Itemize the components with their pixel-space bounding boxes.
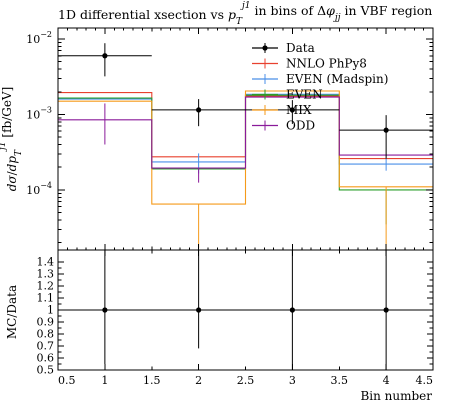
x-tick-label-6: 3.5: [331, 374, 349, 387]
ratio-ytick-labels: 0.50.60.70.80.911.11.21.31.4: [37, 256, 55, 377]
legend-label-0: Data: [286, 41, 315, 55]
ratio-panel: 0.50.60.70.80.911.11.21.31.4 0.5 1 1.5 2 2.5…: [37, 249, 434, 387]
main-y-label: dσ/dpTj1 [fb/GeV]: [0, 87, 24, 192]
title-middle: in bins of Δ: [251, 3, 327, 18]
title-var-sub: T: [236, 17, 243, 27]
title-dphi-sub: jj: [333, 13, 341, 23]
ratio-ticks-group: [57, 250, 434, 371]
main-ytick-label-1: 10−3: [26, 105, 52, 121]
data-point-2: [289, 107, 295, 113]
title-var-sup: j1: [240, 1, 251, 11]
ytick-exponent: −4: [40, 181, 52, 190]
ratio-frame: [57, 249, 434, 371]
ratio-ytick-label-0: 0.5: [37, 364, 55, 377]
title-var-base: p: [228, 7, 236, 22]
x-tick-label-4: 2.5: [237, 374, 255, 387]
series-line-4: [58, 96, 433, 169]
x-tick-labels: 0.5 1 1.5 2 2.5 3 3.5 4 4.5: [58, 374, 433, 387]
legend-label-3: EVEN: [286, 88, 323, 102]
legend-label-5: ODD: [286, 119, 315, 133]
x-tick-label-1: 1: [101, 374, 108, 387]
legend-label-1: NNLO PhPy8: [286, 57, 367, 71]
ylabel-dp: dp: [5, 156, 19, 172]
ratio-ytick-label-6: 1.1: [37, 292, 55, 305]
title-prefix: 1D differential xsection vs: [58, 7, 228, 22]
main-series-group: [58, 90, 433, 250]
ytick-mantissa: 10: [26, 184, 40, 197]
data-point-0: [102, 53, 108, 59]
ylabel-unit: [fb/GeV]: [0, 87, 14, 142]
x-tick-label-7: 4: [383, 374, 390, 387]
x-axis-label: Bin number: [360, 389, 432, 403]
x-tick-label-8: 4.5: [416, 374, 434, 387]
ratio-ytick-label-5: 1: [47, 304, 54, 317]
chart-title: 1D differential xsection vs pTj1 in bins…: [58, 1, 432, 27]
main-ticks-group: [57, 28, 434, 250]
ylabel-slash: /: [5, 170, 19, 175]
x-tick-label-0: 0.5: [58, 374, 76, 387]
ylabel-sigma: σ: [5, 175, 19, 184]
ratio-ytick-label-1: 0.6: [37, 352, 55, 365]
ytick-mantissa: 10: [26, 108, 40, 121]
ylabel-d: d: [5, 183, 19, 191]
x-tick-label-2: 1.5: [143, 374, 161, 387]
ratio-ytick-label-8: 1.3: [37, 268, 55, 281]
ratio-ytick-label-3: 0.8: [37, 328, 55, 341]
ytick-exponent: −3: [40, 105, 52, 114]
ratio-ytick-label-7: 1.2: [37, 280, 55, 293]
ratio-ytick-label-2: 0.7: [37, 340, 55, 353]
x-tick-label-3: 2: [195, 374, 202, 387]
data-point-3: [383, 127, 389, 133]
ylabel-sup: j1: [0, 141, 8, 152]
ytick-mantissa: 10: [26, 33, 40, 46]
title-suffix: in VBF region: [341, 3, 433, 18]
main-data-group: [58, 43, 433, 159]
ratio-ytick-label-4: 0.9: [37, 316, 55, 329]
title-dphi-base: φ: [326, 3, 335, 18]
ratio-point-2: [289, 307, 295, 313]
ratio-point-3: [383, 307, 389, 313]
ylabel-sub: T: [14, 149, 24, 156]
ratio-y-label: MC/Data: [5, 285, 19, 339]
ratio-ytick-label-9: 1.4: [37, 256, 55, 269]
legend-label-2: EVEN (Madspin): [286, 72, 388, 86]
main-ytick-label-2: 10−4: [26, 181, 52, 197]
x-tick-label-5: 3: [289, 374, 296, 387]
main-ytick-labels: 10−210−310−4: [26, 30, 52, 197]
data-point-1: [196, 107, 202, 113]
ytick-exponent: −2: [40, 30, 52, 39]
legend-label-4: MIX: [286, 103, 312, 117]
ratio-point-1: [196, 307, 202, 313]
ratio-point-0: [102, 307, 108, 313]
main-ytick-label-0: 10−2: [26, 30, 52, 46]
ratio-content-group: [58, 250, 433, 370]
